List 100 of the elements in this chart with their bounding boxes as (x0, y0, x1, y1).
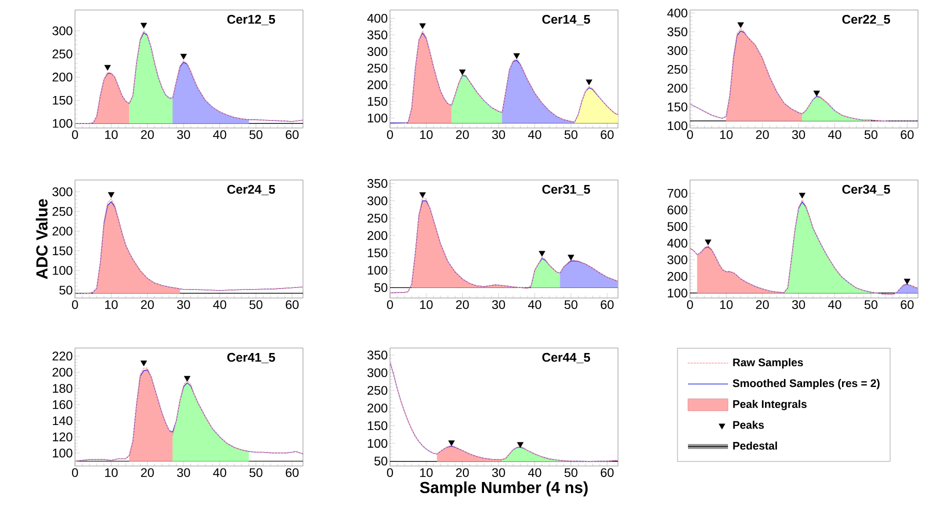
x-tick-label: 60 (600, 130, 614, 140)
x-tick-label: 40 (213, 130, 226, 140)
x-tick-label: 60 (600, 300, 614, 310)
x-tick-label: 30 (177, 130, 190, 140)
y-tick-label: 160 (52, 400, 72, 410)
y-tick-label: 100 (668, 288, 688, 298)
x-tick-label: 40 (828, 300, 842, 310)
y-tick-label: 300 (667, 46, 688, 56)
chart-title: Cer22_5 (842, 14, 890, 26)
x-tick-label: 10 (420, 300, 433, 310)
x-tick-label: 60 (600, 468, 614, 478)
y-tick-label: 140 (52, 416, 72, 426)
x-tick-label: 0 (72, 300, 78, 310)
x-tick-label: 20 (141, 468, 154, 478)
x-tick-label: 10 (720, 300, 733, 310)
chart-title: Cer14_5 (542, 14, 590, 26)
x-tick-label: 40 (213, 300, 226, 310)
x-tick-label: 50 (564, 130, 578, 140)
y-tick-label: 50 (374, 283, 388, 292)
y-tick-label: 200 (368, 80, 388, 90)
y-tick-label: 300 (667, 255, 688, 264)
x-tick-label: 10 (105, 468, 118, 478)
y-tick-label: 50 (59, 286, 72, 295)
y-tick-label: 300 (367, 368, 388, 378)
y-tick-label: 250 (668, 64, 688, 74)
y-tick-label: 350 (367, 179, 388, 188)
legend-label: Peaks (733, 420, 764, 429)
y-tick-label: 300 (367, 47, 388, 56)
x-tick-label: 0 (387, 468, 393, 478)
y-tick-label: 100 (668, 121, 688, 130)
y-tick-label: 200 (668, 84, 688, 93)
y-tick-label: 400 (667, 8, 688, 18)
x-tick-label: 50 (864, 300, 878, 310)
x-tick-label: 20 (456, 300, 469, 310)
y-tick-label: 400 (367, 14, 388, 23)
x-tick-label: 0 (387, 130, 393, 140)
y-tick-label: 150 (368, 248, 388, 258)
x-tick-label: 40 (528, 130, 542, 140)
legend-label: Smoothed Samples (res = 2) (732, 379, 880, 390)
y-tick-label: 500 (667, 222, 688, 231)
y-tick-label: 120 (52, 432, 72, 442)
y-tick-label: 200 (52, 368, 72, 377)
x-tick-label: 30 (492, 300, 506, 310)
y-tick-label: 100 (52, 448, 72, 458)
y-tick-label: 200 (368, 404, 388, 412)
chart-title: Cer12_5 (227, 14, 276, 26)
x-tick-label: 10 (720, 130, 733, 140)
y-tick-label: 350 (367, 30, 388, 40)
x-tick-label: 10 (105, 130, 118, 140)
y-tick-label: 350 (667, 27, 688, 36)
legend-label: Pedestal (733, 442, 777, 450)
x-tick-label: 40 (528, 300, 542, 310)
x-tick-label: 0 (687, 300, 693, 310)
x-axis-title: Sample Number (4 ns) (420, 481, 588, 496)
x-tick-label: 50 (864, 130, 878, 140)
x-tick-label: 30 (792, 300, 806, 310)
y-tick-label: 100 (52, 118, 72, 128)
y-tick-label: 100 (368, 438, 388, 448)
y-tick-label: 150 (668, 102, 688, 112)
chart-title: Cer44_5 (542, 352, 590, 364)
x-tick-label: 50 (564, 468, 578, 478)
x-tick-label: 50 (250, 468, 262, 478)
x-tick-label: 50 (250, 130, 262, 140)
x-tick-label: 30 (792, 130, 806, 140)
x-tick-label: 0 (687, 130, 693, 140)
x-tick-label: 0 (72, 468, 78, 478)
x-tick-label: 10 (420, 130, 433, 140)
y-tick-label: 200 (368, 231, 388, 240)
x-tick-label: 20 (756, 130, 769, 140)
x-tick-label: 60 (286, 130, 299, 140)
x-tick-label: 10 (420, 468, 433, 478)
x-tick-label: 50 (564, 300, 578, 310)
y-tick-label: 200 (668, 272, 688, 281)
legend-label: Raw Samples (733, 358, 803, 368)
x-tick-label: 60 (286, 300, 299, 310)
x-tick-label: 30 (492, 468, 506, 478)
y-tick-label: 700 (668, 188, 688, 198)
x-tick-label: 0 (72, 130, 78, 140)
y-tick-label: 150 (52, 246, 72, 256)
x-tick-label: 40 (528, 468, 542, 478)
y-tick-label: 180 (52, 384, 72, 393)
y-tick-label: 220 (52, 352, 72, 361)
y-tick-label: 150 (52, 96, 72, 105)
y-tick-label: 600 (668, 206, 688, 214)
x-tick-label: 10 (105, 300, 118, 310)
y-tick-label: 300 (52, 26, 72, 36)
y-tick-label: 100 (52, 266, 72, 275)
x-tick-label: 40 (213, 468, 226, 478)
chart-title: Cer41_5 (227, 352, 276, 364)
y-tick-label: 200 (52, 226, 72, 236)
y-tick-label: 300 (52, 187, 72, 196)
y-tick-label: 250 (368, 386, 388, 395)
x-tick-label: 60 (286, 468, 299, 478)
x-tick-label: 60 (900, 130, 914, 140)
y-tick-label: 350 (367, 350, 388, 360)
y-tick-label: 150 (368, 421, 388, 430)
chart-title: Cer31_5 (542, 184, 590, 196)
x-tick-label: 40 (828, 130, 842, 140)
y-tick-label: 100 (368, 266, 388, 275)
x-tick-label: 20 (141, 130, 154, 140)
